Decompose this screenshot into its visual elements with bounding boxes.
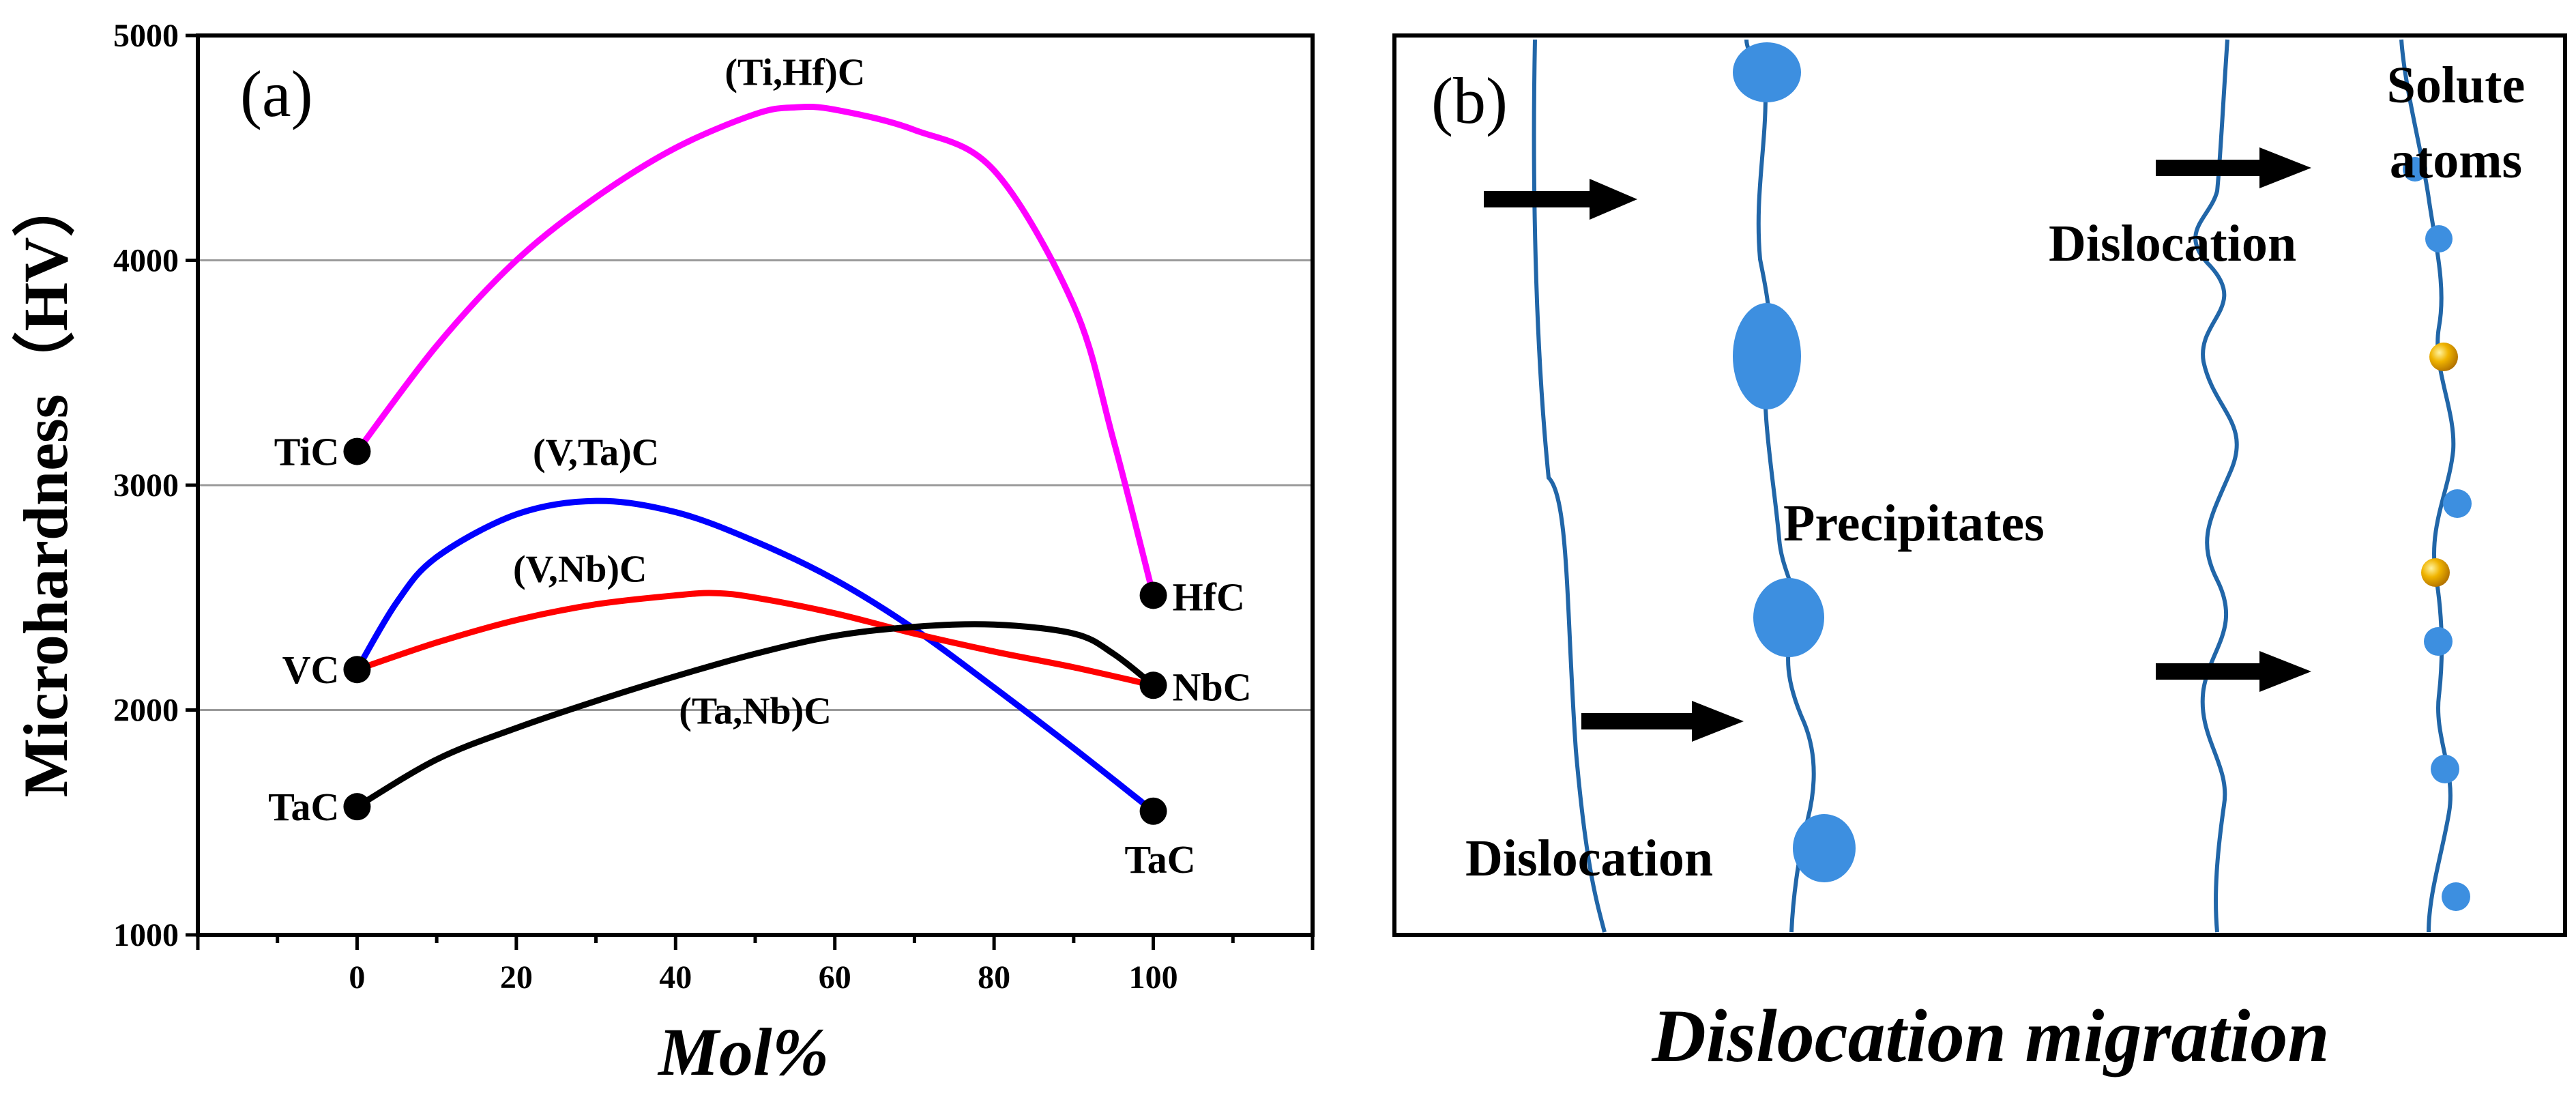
diagram-title: Dislocation migration — [1651, 994, 2329, 1077]
y-tick-label: 2000 — [113, 693, 179, 729]
endpoint-label: TiC — [274, 430, 340, 474]
series-label: (V,Nb)C — [513, 549, 647, 591]
dislocation-line-straight — [1532, 39, 1607, 933]
series-labels: (Ti,Hf)C (V,Ta)C (V,Nb)C (Ta,Nb)C — [513, 51, 865, 732]
precipitate — [1733, 42, 1801, 102]
series-label: (Ti,Hf)C — [724, 51, 865, 93]
y-axis-ticks: 1000 2000 3000 4000 5000 — [113, 18, 198, 953]
label-solute-line2: atoms — [2390, 132, 2522, 189]
y-tick-label: 1000 — [113, 917, 179, 953]
x-tick-label: 60 — [819, 959, 851, 996]
series-line — [353, 590, 1157, 689]
y-tick-label: 3000 — [113, 467, 179, 504]
endpoint-marker — [343, 793, 371, 821]
endpoint-markers: TiC VC TaC HfC NbC TaC — [268, 430, 1251, 882]
solute-atom — [2431, 755, 2459, 783]
arrow-right-icon — [2156, 651, 2311, 692]
label-dislocation-right: Dislocation — [2049, 215, 2296, 272]
dislocation-line-wavy — [2193, 39, 2239, 933]
solute-atom — [2442, 882, 2470, 911]
endpoint-label: HfC — [1173, 575, 1245, 619]
series-label: (V,Ta)C — [533, 431, 659, 474]
endpoint-label: TaC — [268, 785, 339, 829]
dislocation-line-pinned — [1744, 39, 1816, 933]
precipitate — [1753, 578, 1824, 657]
series-lines — [353, 104, 1157, 815]
y-tick-label: 4000 — [113, 243, 179, 279]
y-axis-label: Microhardness（HV） — [11, 174, 80, 797]
endpoint-marker — [1139, 797, 1167, 825]
panel-label-b: (b) — [1431, 64, 1508, 137]
x-axis-ticks: 0 20 40 60 80 100 — [196, 935, 1315, 996]
solute-atom — [2424, 627, 2453, 656]
precipitate — [1733, 303, 1801, 409]
x-tick-label: 40 — [659, 959, 692, 996]
arrow-right-icon — [2156, 147, 2311, 188]
endpoint-marker — [343, 656, 371, 684]
x-tick-label: 0 — [349, 959, 365, 996]
solute-atom — [2425, 225, 2453, 252]
label-precipitates: Precipitates — [1783, 495, 2045, 552]
y-gridlines — [198, 259, 1313, 711]
precipitate — [1793, 814, 1856, 882]
endpoint-label: NbC — [1173, 665, 1252, 709]
series-line — [353, 621, 1157, 810]
x-tick-label: 80 — [978, 959, 1010, 996]
endpoint-marker — [1139, 671, 1167, 699]
endpoint-label: TaC — [1124, 837, 1195, 882]
y-tick-label: 5000 — [113, 18, 179, 54]
foreign-atom — [2429, 343, 2458, 371]
arrow-right-icon — [1581, 701, 1744, 742]
x-tick-label: 20 — [500, 959, 533, 996]
diagram-frame — [1392, 33, 2567, 937]
arrow-right-icon — [1484, 179, 1637, 220]
foreign-atom — [2421, 558, 2450, 587]
dislocation-diagram: (b) — [1392, 33, 2567, 1077]
endpoint-marker — [343, 437, 371, 465]
solute-atom — [2443, 489, 2472, 518]
endpoint-marker — [1139, 581, 1167, 609]
endpoint-label: VC — [282, 648, 340, 692]
solute-atom — [2403, 157, 2427, 182]
label-solute-line1: Solute — [2387, 57, 2526, 114]
series-label: (Ta,Nb)C — [679, 690, 832, 732]
label-dislocation-left: Dislocation — [1465, 830, 1713, 887]
x-tick-label: 100 — [1129, 959, 1178, 996]
x-axis-label: Mol% — [657, 1014, 829, 1090]
panel-label-a: (a) — [240, 57, 313, 130]
dislocation-line-solute — [2399, 39, 2456, 933]
series-line — [353, 104, 1157, 598]
series-line — [353, 497, 1157, 815]
microhardness-chart: 1000 2000 3000 4000 5000 0 20 40 60 80 100 (Ti,Hf… — [11, 18, 1315, 1090]
